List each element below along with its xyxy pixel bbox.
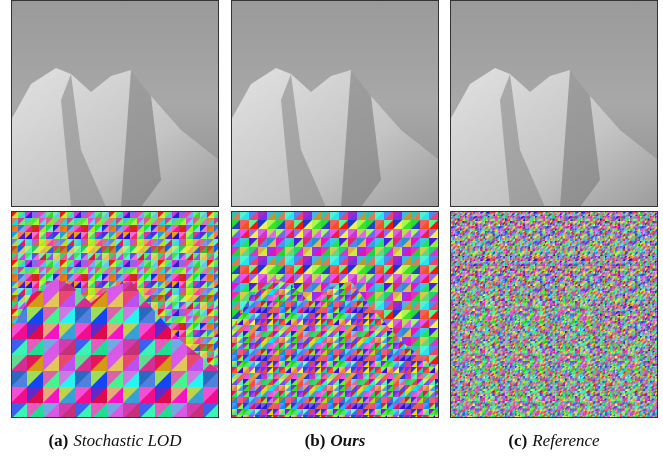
triangle-visualization xyxy=(450,211,658,418)
panel-label: (c) xyxy=(508,431,527,450)
terrain-shadow xyxy=(61,74,106,207)
terrain-shadow xyxy=(341,70,381,207)
terrain-shadow xyxy=(560,70,600,207)
panel-caption: (b) Ours xyxy=(305,431,366,450)
terrain-render xyxy=(231,0,439,207)
triangles-near xyxy=(11,279,219,418)
panel-label: (b) xyxy=(305,431,326,450)
triangles-near xyxy=(231,279,439,418)
panel-label: (a) xyxy=(49,431,69,450)
panel-caption-text: Ours xyxy=(330,431,365,450)
triangles-near xyxy=(450,279,658,418)
panel-caption-text: Reference xyxy=(531,431,600,450)
panel-caption: (c) Reference xyxy=(508,431,600,450)
frame xyxy=(450,0,658,207)
terrain-shadow xyxy=(500,74,545,207)
terrain-shadow xyxy=(121,70,161,207)
terrain-render xyxy=(11,0,219,207)
terrain-shadow xyxy=(281,74,326,207)
frame xyxy=(231,0,439,207)
frame xyxy=(11,0,219,207)
frame xyxy=(11,211,219,418)
frame xyxy=(450,211,658,418)
panel-caption: (a) Stochastic LOD xyxy=(49,431,183,450)
frame xyxy=(231,211,439,418)
terrain-render xyxy=(450,0,658,207)
panel-caption-text: Stochastic LOD xyxy=(73,431,182,450)
triangle-visualization xyxy=(231,211,439,418)
triangle-visualization xyxy=(11,211,219,418)
